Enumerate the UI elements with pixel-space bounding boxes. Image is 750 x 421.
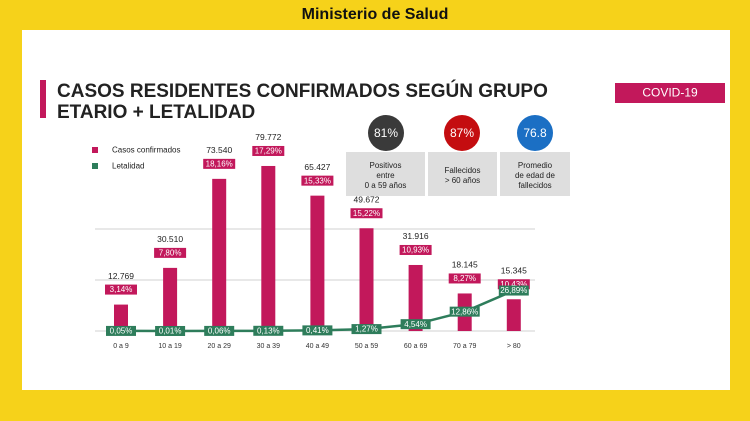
share-label-box: [301, 175, 334, 186]
stat-value: 87%: [450, 126, 474, 140]
x-tick-label: 10 a 19: [158, 343, 181, 350]
share-label: 10,93%: [402, 246, 429, 255]
x-tick-label: 20 a 29: [208, 343, 231, 350]
stat-label: Positivos: [369, 161, 401, 170]
chart-title: CASOS RESIDENTES CONFIRMADOS SEGÚN GRUPO: [57, 80, 548, 102]
share-label: 8,27%: [453, 274, 476, 283]
line-label-box: [204, 325, 235, 336]
share-label: 15,33%: [304, 176, 331, 185]
line-label: 0,05%: [110, 327, 133, 336]
line-label: 0,06%: [208, 327, 231, 336]
legend-label: Letalidad: [112, 162, 144, 171]
stat-circle: [368, 115, 404, 151]
share-label: 18,16%: [206, 159, 233, 168]
bar: [114, 304, 128, 331]
stat-label: > 60 años: [445, 176, 480, 185]
stat-box: [346, 152, 425, 196]
value-label: 18.145: [452, 260, 478, 270]
share-label: 3,14%: [110, 285, 133, 294]
stat-label: Promedio: [518, 161, 553, 170]
line-label: 0,41%: [306, 326, 329, 335]
value-label: 73.540: [206, 145, 232, 155]
header: Ministerio de Salud: [302, 6, 449, 23]
stat-value: 76.8: [523, 126, 547, 140]
line-label-box: [400, 319, 431, 330]
bar: [212, 178, 227, 331]
line-label-box: [351, 324, 382, 335]
stat-label: de edad de: [515, 171, 556, 180]
chart-title: ETARIO + LETALIDAD: [57, 102, 255, 123]
x-tick-label: > 80: [507, 343, 521, 350]
line-label-box: [449, 306, 480, 317]
stat-label: entre: [376, 171, 395, 180]
line-label: 4,54%: [404, 320, 427, 329]
stat-label: fallecidos: [518, 181, 551, 190]
share-label-box: [497, 279, 530, 290]
legend-swatch: [92, 163, 98, 169]
share-label-box: [105, 284, 137, 295]
badge: COVID-19: [642, 86, 698, 100]
value-label: 31.916: [403, 231, 429, 241]
x-tick-label: 30 a 39: [257, 343, 280, 350]
line-label-box: [155, 325, 186, 336]
share-label-box: [252, 145, 285, 156]
share-label: 17,29%: [255, 147, 282, 156]
value-label: 12.769: [108, 271, 134, 281]
bar: [261, 165, 276, 331]
x-tick-label: 60 a 69: [404, 343, 427, 350]
bar: [408, 264, 423, 331]
stat-label: 0 a 59 años: [365, 181, 407, 190]
share-label-box: [203, 158, 236, 169]
line-label: 26,89%: [500, 286, 527, 295]
line-label: 1,27%: [355, 325, 378, 334]
line-label-box: [302, 325, 333, 336]
stat-circle: [444, 115, 480, 151]
stat-value: 81%: [374, 126, 398, 140]
share-label-box: [448, 273, 481, 284]
legend-label: Casos confirmados: [112, 146, 180, 155]
line-label: 0,13%: [257, 326, 280, 335]
legend-swatch: [92, 147, 98, 153]
x-tick-label: 70 a 79: [453, 343, 476, 350]
bar: [163, 267, 178, 331]
value-label: 30.510: [157, 234, 183, 244]
value-label: 49.672: [354, 194, 380, 204]
share-label-box: [399, 244, 432, 255]
stat-circle: [517, 115, 553, 151]
line-label-box: [253, 325, 284, 336]
value-label: 65.427: [304, 162, 330, 172]
badge-box: [615, 83, 725, 103]
x-tick-label: 40 a 49: [306, 343, 329, 350]
bar: [359, 228, 374, 331]
share-label-box: [350, 208, 383, 219]
x-tick-label: 0 a 9: [113, 343, 129, 350]
line-label-box: [106, 325, 136, 336]
share-label: 15,22%: [353, 209, 380, 218]
bar: [310, 195, 325, 331]
share-label: 10,43%: [500, 280, 527, 289]
value-label: 15.345: [501, 266, 527, 276]
value-label: 79.772: [255, 132, 281, 142]
stat-box: [428, 152, 497, 196]
title-bar: [40, 80, 46, 118]
x-tick-label: 50 a 59: [355, 343, 378, 350]
line-label: 0,01%: [159, 327, 182, 336]
share-label-box: [154, 247, 187, 258]
line-label: 12,86%: [451, 307, 478, 316]
bar: [506, 299, 521, 331]
share-label: 7,80%: [159, 248, 182, 257]
stat-label: Fallecidos: [444, 166, 480, 175]
line-label-box: [498, 285, 529, 296]
stat-box: [500, 152, 570, 196]
